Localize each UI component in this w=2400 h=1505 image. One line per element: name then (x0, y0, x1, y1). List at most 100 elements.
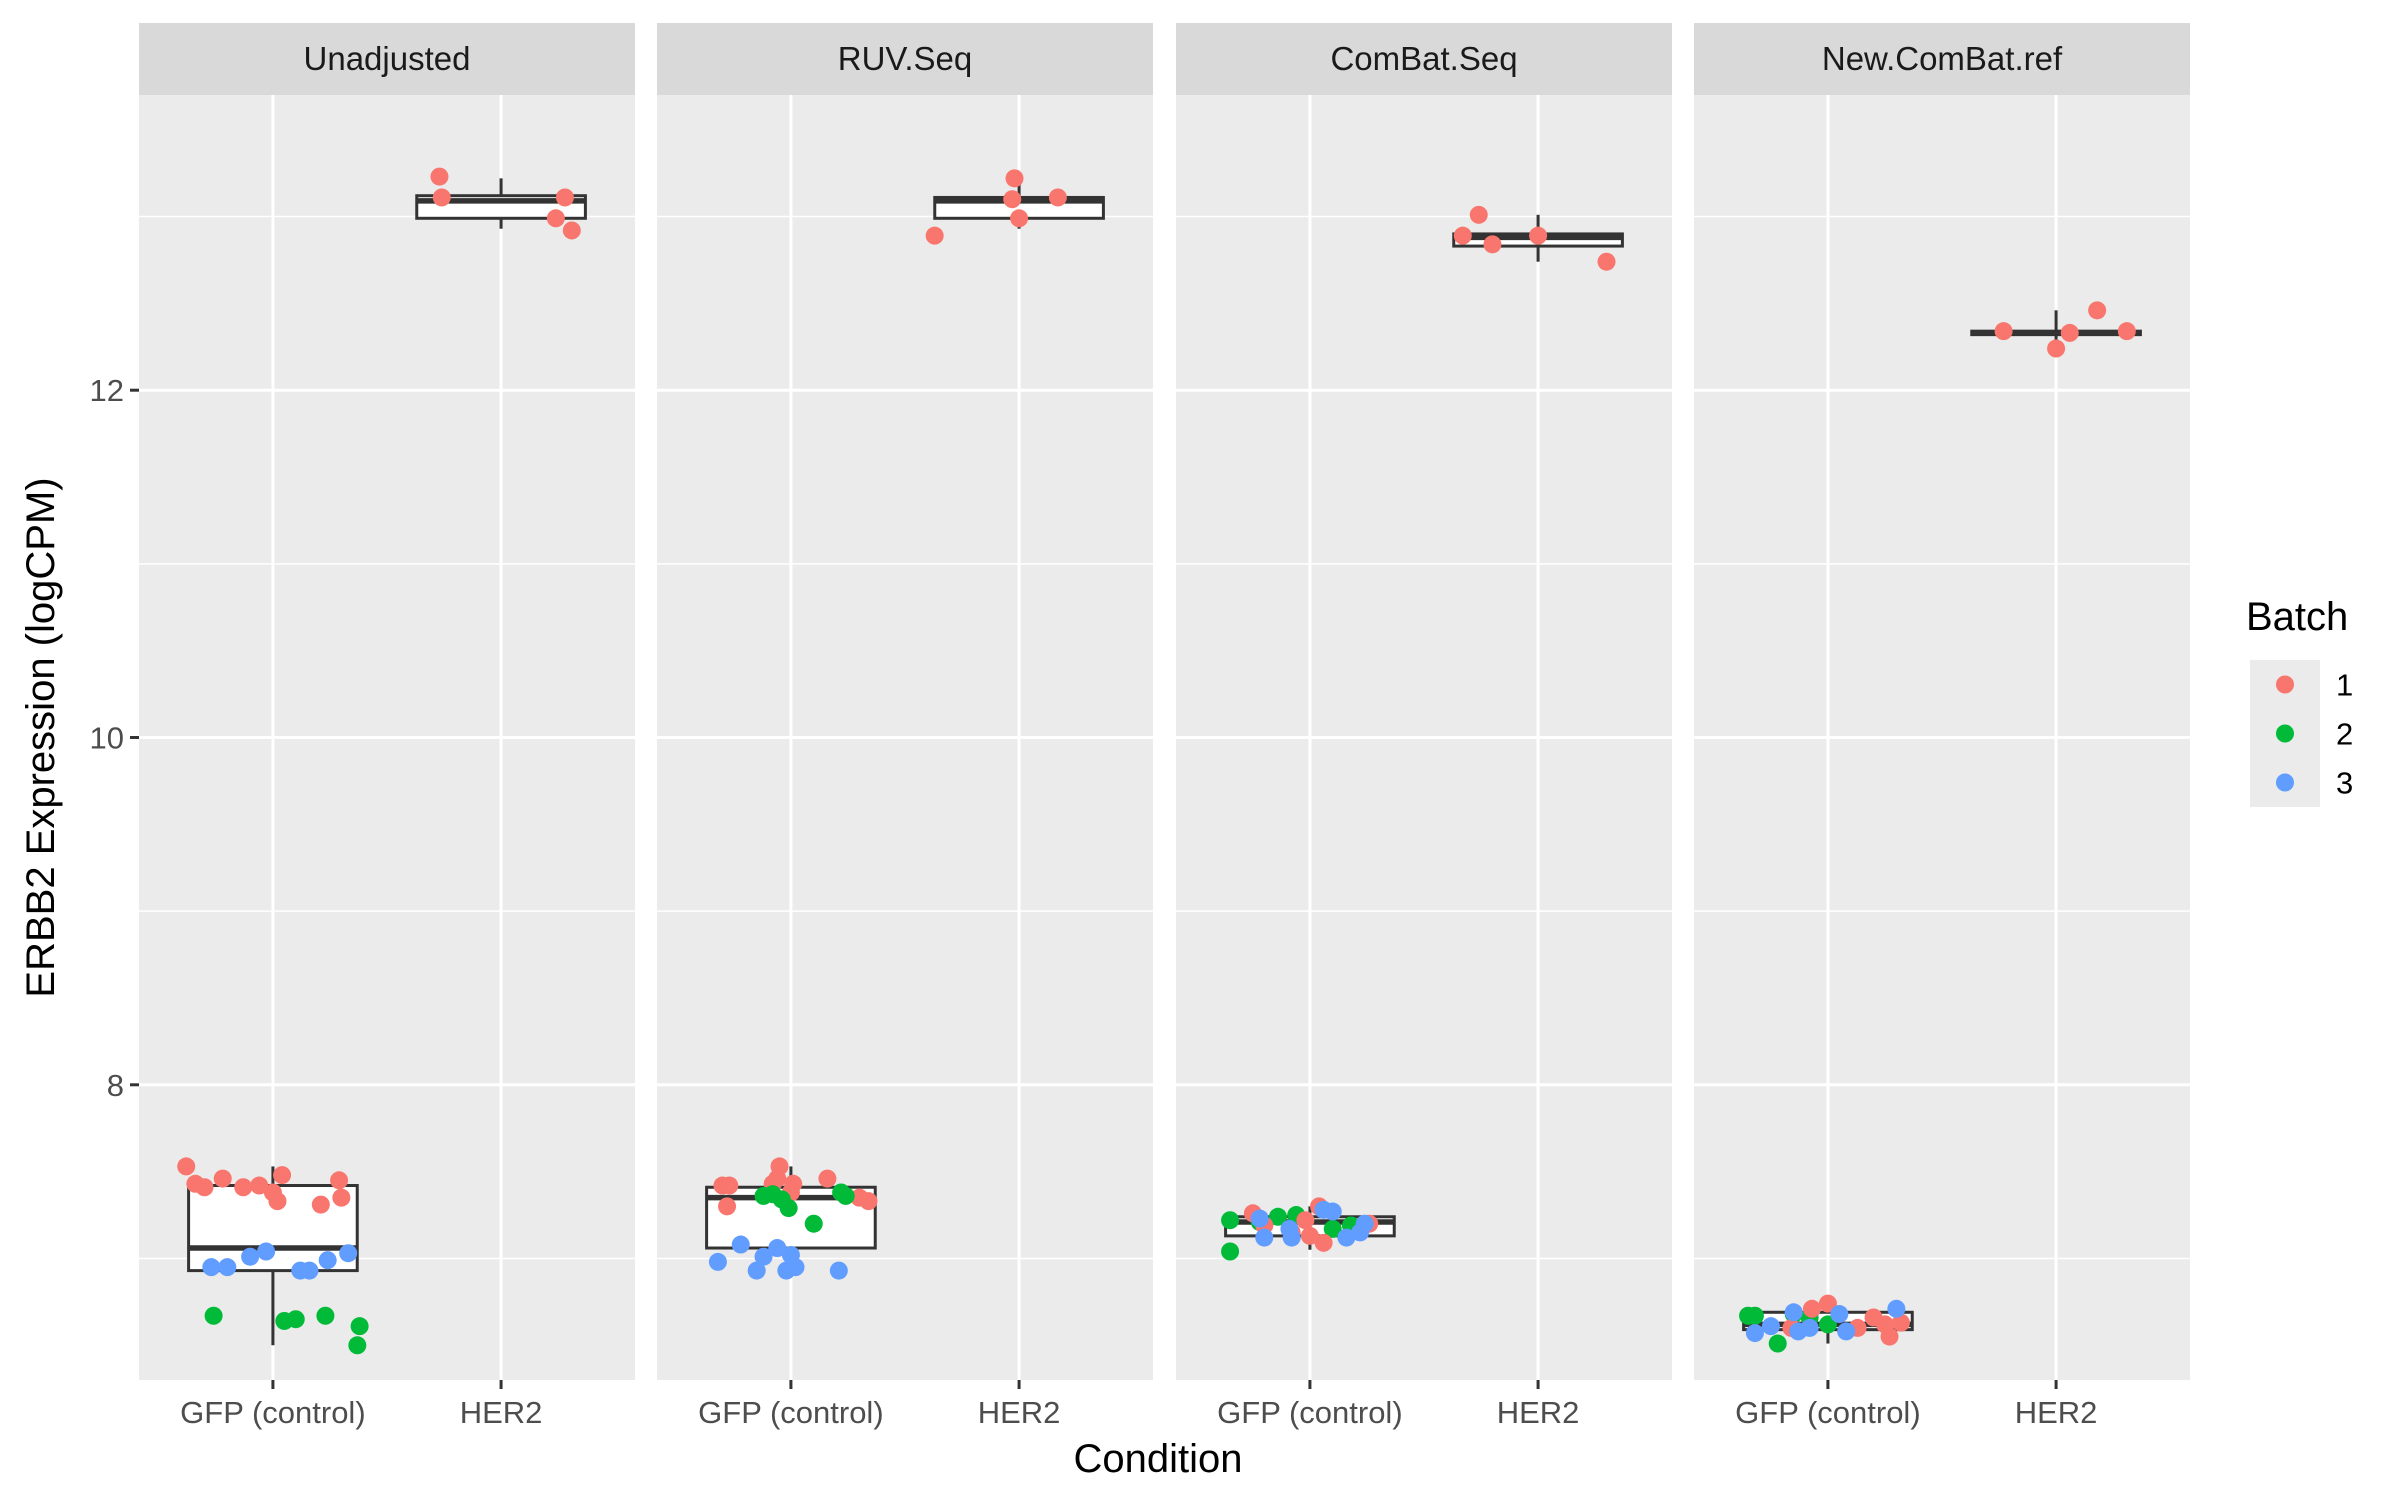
data-point-batch-2 (204, 1306, 223, 1325)
data-point-batch-3 (218, 1258, 237, 1277)
data-point-batch-1 (1005, 169, 1024, 188)
data-point-batch-2 (1818, 1315, 1837, 1334)
legend-label: 3 (2336, 766, 2353, 801)
x-tick-label: GFP (control) (180, 1395, 365, 1430)
data-point-batch-1 (784, 1174, 803, 1193)
panel-strip (139, 23, 635, 95)
data-point-batch-1 (1314, 1233, 1333, 1252)
x-tick-label: HER2 (460, 1395, 543, 1430)
y-tick-label: 10 (90, 721, 124, 756)
data-point-batch-3 (1800, 1318, 1819, 1337)
data-point-batch-3 (747, 1261, 766, 1280)
data-point-batch-1 (177, 1157, 196, 1176)
panel-2: ComBat.Seq GFP (control) HER2 (1176, 23, 1672, 1430)
data-point-batch-1 (2088, 301, 2107, 320)
y-tick-label: 12 (90, 373, 124, 408)
data-point-batch-2 (1268, 1207, 1287, 1226)
data-point-batch-2 (348, 1336, 367, 1355)
data-point-batch-1 (432, 188, 451, 207)
panel-strip (1176, 23, 1672, 95)
data-point-batch-1 (770, 1157, 789, 1176)
legend-label: 1 (2336, 668, 2353, 703)
data-point-batch-1 (1453, 226, 1472, 245)
data-point-batch-1 (2060, 323, 2079, 342)
data-point-batch-2 (1221, 1211, 1240, 1230)
data-point-batch-3 (1887, 1299, 1906, 1318)
data-point-batch-2 (1745, 1306, 1764, 1325)
x-tick-label: HER2 (1497, 1395, 1580, 1430)
panel-title: New.ComBat.ref (1822, 40, 2063, 77)
data-point-batch-2 (1768, 1334, 1787, 1353)
data-point-batch-1 (1296, 1211, 1315, 1230)
x-tick-label: HER2 (2015, 1395, 2098, 1430)
panel-1: RUV.Seq GFP (control) HER2 (657, 23, 1153, 1430)
data-point-batch-1 (1597, 252, 1616, 271)
data-point-batch-3 (1250, 1209, 1269, 1228)
data-point-batch-1 (332, 1188, 351, 1207)
data-point-batch-1 (430, 167, 449, 186)
y-tick-label: 8 (107, 1068, 124, 1103)
data-point-batch-3 (241, 1247, 260, 1266)
legend: Batch 1 2 3 (2246, 595, 2353, 807)
data-point-batch-3 (1745, 1324, 1764, 1343)
panel-strip (1694, 23, 2190, 95)
data-point-batch-2 (804, 1214, 823, 1233)
data-point-batch-3 (731, 1235, 750, 1254)
data-point-batch-3 (1761, 1317, 1780, 1336)
data-point-batch-3 (1355, 1214, 1374, 1233)
data-point-batch-1 (720, 1176, 739, 1195)
data-point-batch-3 (768, 1239, 787, 1258)
data-point-batch-1 (1891, 1313, 1910, 1332)
x-tick-label: GFP (control) (1735, 1395, 1920, 1430)
data-point-batch-3 (318, 1251, 337, 1270)
data-point-batch-1 (1300, 1226, 1319, 1245)
data-point-batch-3 (339, 1244, 358, 1263)
data-point-batch-1 (555, 188, 574, 207)
data-point-batch-2 (350, 1317, 369, 1336)
panel-title: ComBat.Seq (1330, 40, 1517, 77)
x-tick-label: HER2 (978, 1395, 1061, 1430)
legend-key-point (2276, 675, 2294, 694)
data-point-batch-1 (2117, 322, 2136, 341)
data-point-batch-1 (718, 1197, 737, 1216)
data-point-batch-1 (1483, 235, 1502, 254)
panel-title: Unadjusted (304, 40, 471, 77)
data-point-batch-1 (273, 1166, 292, 1185)
data-point-batch-1 (1802, 1299, 1821, 1318)
data-point-batch-2 (1221, 1242, 1240, 1261)
data-point-batch-1 (330, 1171, 349, 1190)
data-point-batch-3 (300, 1261, 319, 1280)
data-point-batch-2 (836, 1186, 855, 1205)
data-point-batch-3 (1255, 1228, 1274, 1247)
data-point-batch-2 (286, 1310, 305, 1329)
data-point-batch-3 (1784, 1303, 1803, 1322)
x-axis-title: Condition (1073, 1437, 1242, 1481)
data-point-batch-1 (1818, 1294, 1837, 1313)
panel-strip (657, 23, 1153, 95)
data-point-batch-1 (1003, 190, 1022, 209)
data-point-batch-2 (316, 1306, 335, 1325)
data-point-batch-1 (268, 1192, 287, 1211)
data-point-batch-3 (754, 1247, 773, 1266)
data-point-batch-1 (250, 1176, 269, 1195)
data-point-batch-1 (234, 1178, 253, 1197)
data-point-batch-3 (202, 1258, 221, 1277)
data-point-batch-1 (1469, 205, 1488, 224)
data-point-batch-1 (925, 226, 944, 245)
x-tick-label: GFP (control) (1217, 1395, 1402, 1430)
panel-title: RUV.Seq (838, 40, 973, 77)
legend-label: 2 (2336, 717, 2353, 752)
legend-key-point (2276, 724, 2294, 743)
panel-0: Unadjusted GFP (control) HER2 (139, 23, 635, 1430)
data-point-batch-3 (1282, 1228, 1301, 1247)
data-point-batch-3 (257, 1242, 276, 1261)
data-point-batch-1 (1880, 1327, 1899, 1346)
data-point-batch-3 (708, 1252, 727, 1271)
data-point-batch-1 (546, 209, 565, 228)
data-point-batch-3 (1837, 1322, 1856, 1341)
data-point-batch-3 (829, 1261, 848, 1280)
data-point-batch-2 (1323, 1219, 1342, 1238)
data-point-batch-3 (786, 1258, 805, 1277)
data-point-batch-1 (2047, 339, 2066, 358)
